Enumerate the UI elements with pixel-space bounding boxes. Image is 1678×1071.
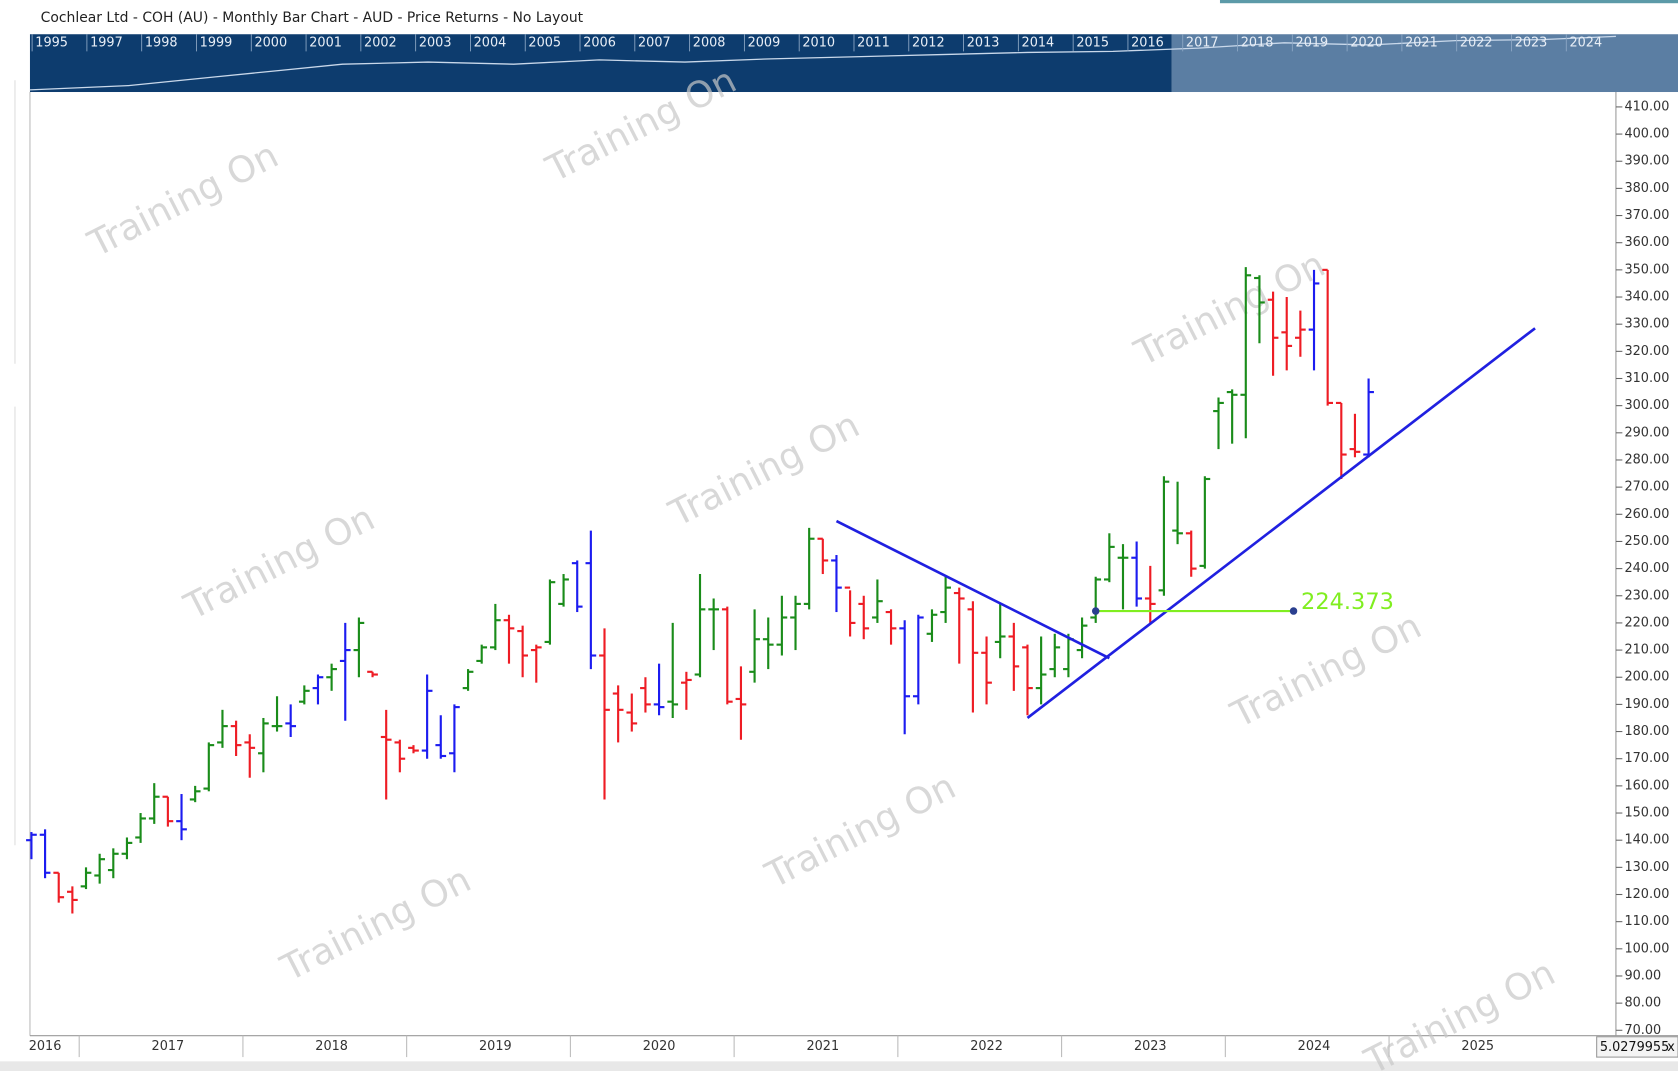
y-tick-label: 380.00 [1624, 181, 1669, 196]
navigator-year: 2007 [638, 35, 671, 50]
level-label: 224.373 [1301, 589, 1394, 615]
trend-line [1026, 327, 1536, 720]
navigator-year: 2023 [1515, 35, 1548, 50]
navigator-year: 2012 [912, 35, 945, 50]
y-tick-label: 400.00 [1624, 127, 1669, 142]
scale-box [1596, 1036, 1678, 1058]
watermark: Training On [758, 765, 963, 898]
level-handle [1289, 607, 1298, 615]
y-tick-label: 240.00 [1624, 561, 1669, 576]
x-tick-label: 2016 [29, 1039, 62, 1054]
navigator-year: 2015 [1076, 35, 1109, 50]
navigator-year: 1999 [200, 35, 233, 50]
y-tick-label: 100.00 [1624, 941, 1669, 956]
watermark: Training On [1223, 604, 1428, 737]
navigator-year: 1998 [145, 35, 178, 50]
navigator-year: 2010 [802, 35, 835, 50]
y-tick-label: 390.00 [1624, 154, 1669, 169]
y-tick-label: 150.00 [1624, 806, 1669, 821]
watermark: Training On [80, 133, 285, 266]
navigator-year: 1995 [35, 35, 68, 50]
y-tick-label: 90.00 [1624, 968, 1661, 983]
navigator-year: 2011 [857, 35, 890, 50]
y-tick-label: 290.00 [1624, 425, 1669, 440]
navigator-year: 2016 [1131, 35, 1164, 50]
chart-title: Cochlear Ltd - COH (AU) - Monthly Bar Ch… [41, 10, 584, 26]
trend-line [835, 519, 1110, 660]
y-tick-label: 320.00 [1624, 344, 1669, 359]
watermark: Training On [661, 403, 866, 536]
navigator-year: 2019 [1296, 35, 1329, 50]
navigator-year: 2004 [474, 35, 507, 50]
y-tick-label: 130.00 [1624, 860, 1669, 875]
navigator-line [29, 35, 1616, 91]
navigator-year: 2013 [967, 35, 1000, 50]
navigator-year: 2006 [583, 35, 616, 50]
navigator-year: 2024 [1569, 35, 1602, 50]
navigator-outside [1171, 34, 1678, 93]
y-tick-label: 120.00 [1624, 887, 1669, 902]
navigator-year: 2022 [1460, 35, 1493, 50]
navigator-year: 2002 [364, 35, 397, 50]
x-tick-label: 2018 [315, 1039, 348, 1054]
x-tick-label: 2023 [1134, 1039, 1167, 1054]
y-tick-label: 340.00 [1624, 290, 1669, 305]
y-tick-label: 330.00 [1624, 317, 1669, 332]
x-tick-label: 2025 [1461, 1039, 1494, 1054]
x-tick-label: 2020 [643, 1039, 676, 1054]
navigator-year: 1997 [90, 35, 123, 50]
y-tick-label: 360.00 [1624, 235, 1669, 250]
x-tick-label: 2024 [1298, 1039, 1331, 1054]
y-tick-label: 110.00 [1624, 914, 1669, 929]
y-tick-label: 200.00 [1624, 670, 1669, 685]
navigator-year: 2017 [1186, 35, 1219, 50]
navigator-year: 2020 [1350, 35, 1383, 50]
y-tick-label: 260.00 [1624, 507, 1669, 522]
y-tick-label: 230.00 [1624, 588, 1669, 603]
navigator-year: 2005 [528, 35, 561, 50]
y-tick-label: 280.00 [1624, 452, 1669, 467]
y-tick-label: 80.00 [1624, 996, 1661, 1011]
watermark: Training On [1357, 951, 1562, 1071]
y-tick-label: 370.00 [1624, 208, 1669, 223]
scrollbar[interactable] [0, 1061, 1678, 1071]
top-strip [1219, 0, 1678, 4]
navigator-year: 2018 [1241, 35, 1274, 50]
watermark: Training On [177, 496, 382, 629]
scale-value: 5.0279955 [1600, 1040, 1669, 1055]
watermark: Training On [273, 858, 478, 991]
y-tick-label: 250.00 [1624, 534, 1669, 549]
y-tick-label: 170.00 [1624, 751, 1669, 766]
y-tick-label: 160.00 [1624, 778, 1669, 793]
navigator-year: 2021 [1405, 35, 1438, 50]
navigator-year: 2000 [254, 35, 287, 50]
y-tick-label: 180.00 [1624, 724, 1669, 739]
y-tick-label: 410.00 [1624, 99, 1669, 114]
y-tick-label: 140.00 [1624, 833, 1669, 848]
y-tick-label: 220.00 [1624, 615, 1669, 630]
y-tick-label: 350.00 [1624, 262, 1669, 277]
level-handle [1091, 607, 1100, 615]
navigator-year: 2008 [693, 35, 726, 50]
navigator-year: 2003 [419, 35, 452, 50]
navigator-year: 2001 [309, 35, 342, 50]
y-tick-label: 310.00 [1624, 371, 1669, 386]
y-tick-label: 210.00 [1624, 643, 1669, 658]
x-tick-label: 2017 [152, 1039, 185, 1054]
close-button[interactable]: x [1667, 1040, 1675, 1055]
y-tick-label: 190.00 [1624, 697, 1669, 712]
x-tick-label: 2022 [970, 1039, 1003, 1054]
y-tick-label: 270.00 [1624, 480, 1669, 495]
x-tick-label: 2019 [479, 1039, 512, 1054]
y-tick-label: 70.00 [1624, 1023, 1661, 1038]
y-tick-label: 300.00 [1624, 398, 1669, 413]
navigator-year: 2009 [748, 35, 781, 50]
x-tick-label: 2021 [806, 1039, 839, 1054]
navigator-year: 2014 [1022, 35, 1055, 50]
navigator-range [29, 34, 1172, 93]
